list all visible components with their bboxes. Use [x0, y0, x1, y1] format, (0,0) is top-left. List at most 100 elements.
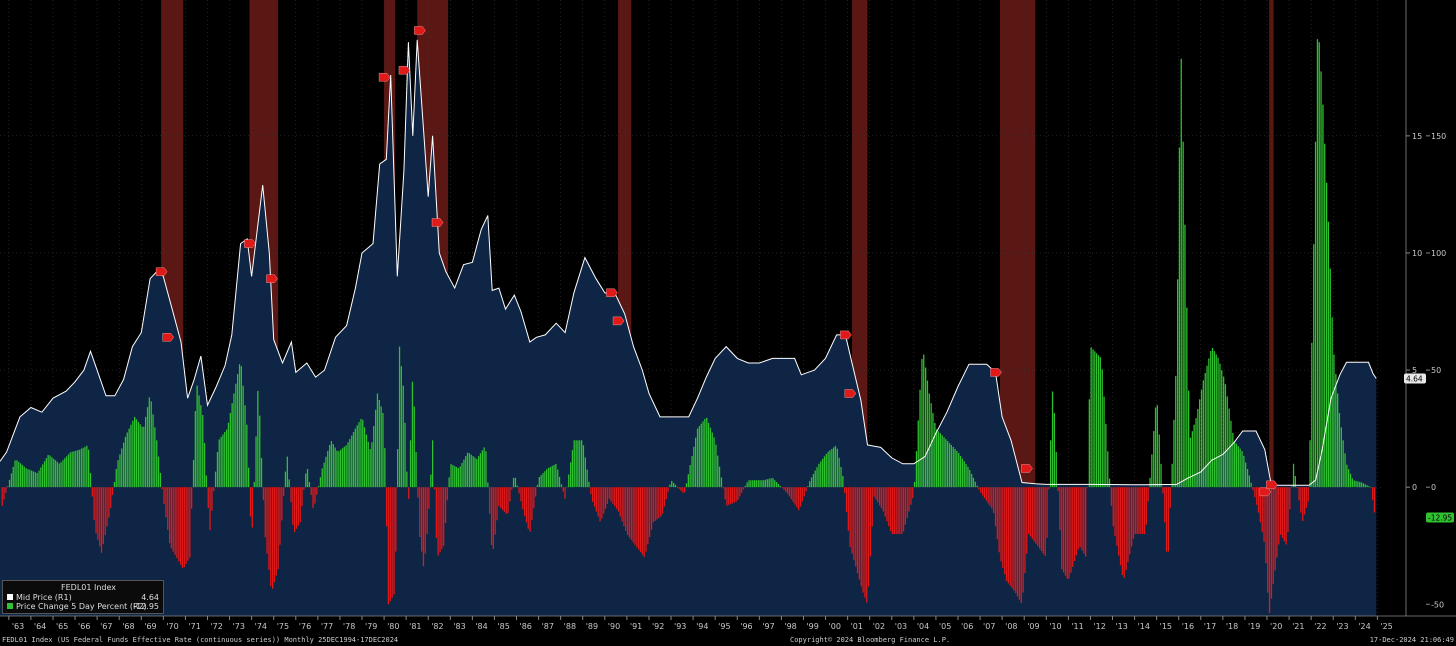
change-bar	[923, 354, 925, 488]
change-bar	[485, 451, 487, 488]
change-bar	[503, 487, 505, 512]
change-bar	[490, 487, 493, 545]
change-bar	[947, 441, 949, 488]
x-tick-label: '11	[1071, 622, 1083, 631]
change-bar	[58, 463, 60, 488]
change-bar	[115, 469, 117, 488]
change-bar	[397, 449, 399, 488]
change-bar	[693, 446, 695, 488]
change-bar	[1337, 393, 1339, 488]
change-bar	[735, 487, 737, 502]
change-bar	[470, 454, 472, 488]
change-bar	[1287, 487, 1289, 533]
change-bar	[1035, 487, 1037, 544]
change-bar	[1013, 487, 1015, 591]
change-bar	[577, 440, 579, 488]
change-bar	[888, 487, 890, 527]
legend-label: Price Change 5 Day Percent (R2)	[16, 602, 147, 611]
change-bar	[851, 487, 853, 554]
change-bar	[974, 481, 976, 488]
change-bar	[617, 487, 620, 512]
change-bar	[62, 460, 64, 488]
change-bar	[268, 487, 270, 570]
change-bar	[341, 448, 344, 488]
change-bar	[108, 487, 110, 518]
change-bar	[825, 454, 827, 488]
legend-item-price-change: Price Change 5 Day Percent (R2) -12.95	[7, 602, 161, 612]
change-bar	[568, 474, 570, 488]
change-bar	[1020, 487, 1022, 603]
change-bar	[365, 434, 368, 488]
change-bar	[718, 466, 721, 488]
change-bar	[744, 485, 746, 488]
change-bar	[1252, 487, 1254, 491]
change-bar	[667, 487, 669, 492]
change-bar	[884, 487, 886, 517]
change-bar	[858, 487, 860, 580]
x-tick-label: '98	[784, 622, 796, 631]
change-bar	[498, 487, 500, 506]
change-bar	[823, 456, 826, 488]
change-bar	[1254, 487, 1256, 498]
x-tick-label: '13	[1115, 622, 1127, 631]
change-bar	[1329, 268, 1331, 488]
change-bar	[847, 487, 849, 531]
change-bar	[409, 440, 412, 488]
change-bar	[1147, 487, 1149, 502]
change-bar	[406, 471, 408, 488]
change-bar	[750, 480, 752, 488]
change-bar	[869, 487, 872, 557]
change-bar	[1059, 487, 1061, 531]
change-bar	[531, 487, 533, 520]
change-bar	[338, 451, 340, 488]
recession-marker	[606, 288, 618, 297]
change-bar	[893, 487, 895, 534]
change-bar	[404, 422, 406, 488]
change-bar	[1131, 487, 1133, 547]
change-bar	[983, 487, 986, 499]
change-bar	[426, 487, 428, 534]
change-bar	[752, 480, 754, 488]
change-bar	[194, 411, 196, 488]
change-bar	[157, 456, 160, 488]
change-bar	[952, 447, 954, 488]
change-bar	[1243, 455, 1245, 488]
change-bar	[838, 457, 840, 488]
change-bar	[369, 449, 371, 488]
change-bar	[943, 437, 945, 488]
change-bar	[1206, 365, 1208, 488]
change-bar	[275, 487, 277, 576]
change-bar	[272, 487, 274, 589]
change-bar	[632, 487, 634, 543]
change-bar	[191, 487, 193, 509]
x-tick-label: '83	[453, 622, 465, 631]
change-bar	[1331, 317, 1333, 488]
change-bar	[969, 470, 971, 488]
change-bar	[226, 429, 228, 488]
change-bar	[1074, 487, 1076, 561]
x-tick-label: '72	[210, 622, 222, 631]
change-bar	[1285, 487, 1287, 545]
change-bar	[860, 487, 862, 587]
recession-marker	[162, 333, 175, 342]
change-bar	[1326, 182, 1328, 488]
change-bar	[10, 473, 13, 488]
change-bar	[706, 417, 708, 488]
change-bar	[18, 461, 20, 488]
change-bar	[196, 385, 198, 488]
change-bar	[1193, 424, 1195, 488]
change-bar	[1083, 487, 1085, 554]
change-bar	[207, 487, 209, 508]
change-bar	[1353, 480, 1355, 488]
change-bar	[1136, 487, 1138, 534]
change-bar	[205, 475, 207, 488]
change-bar	[178, 487, 180, 562]
change-bar	[349, 438, 351, 488]
change-bar	[91, 487, 93, 497]
change-bar	[746, 482, 748, 488]
change-bar	[161, 487, 163, 490]
r1-tick-label: 0	[1412, 483, 1417, 492]
change-bar	[1342, 440, 1344, 488]
change-bar	[80, 448, 82, 488]
change-bar	[544, 471, 546, 488]
